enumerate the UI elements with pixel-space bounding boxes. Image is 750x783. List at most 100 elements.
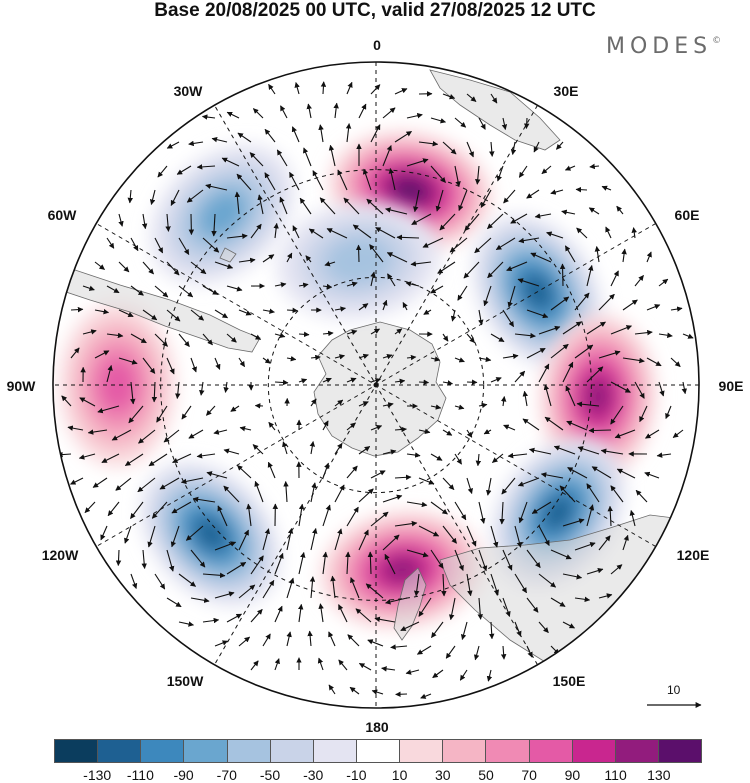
wind-vector <box>309 441 316 455</box>
wind-vector <box>437 261 456 274</box>
wind-vector <box>175 381 181 399</box>
wind-vector <box>180 477 204 485</box>
wind-vector <box>591 466 612 479</box>
wind-vector <box>305 255 312 263</box>
wind-vector <box>394 474 412 481</box>
wind-vector <box>442 429 453 436</box>
wind-vector <box>124 525 132 544</box>
wind-vector <box>564 165 576 171</box>
wind-vector <box>84 501 96 514</box>
wind-vector <box>250 223 262 239</box>
wind-vector <box>307 630 313 647</box>
wind-vector <box>178 573 196 587</box>
wind-vector <box>442 380 454 386</box>
wind-vector <box>115 477 132 491</box>
wind-vector <box>274 605 283 623</box>
wind-vector <box>101 453 120 463</box>
wind-vector <box>366 198 384 215</box>
wind-vector <box>262 254 275 263</box>
wind-vector <box>214 261 234 269</box>
wind-vector <box>382 299 388 311</box>
wind-vector <box>454 357 465 363</box>
colorbar-swatch <box>356 740 401 762</box>
wind-vector <box>622 357 645 364</box>
wind-vector <box>502 309 515 328</box>
wind-vector <box>503 189 516 204</box>
wind-vector <box>206 405 216 416</box>
wind-vector <box>538 363 550 383</box>
wind-vector <box>564 245 576 263</box>
wind-vector <box>154 285 169 298</box>
wind-vector <box>250 608 263 623</box>
wind-vector <box>514 525 523 548</box>
wind-vector <box>349 686 360 695</box>
lon-label-90w: 90W <box>6 378 36 394</box>
wind-vector <box>441 573 447 597</box>
wind-vector <box>352 224 372 239</box>
south-pole-marker <box>373 382 379 388</box>
wind-vector <box>475 453 482 467</box>
wind-vector <box>226 111 240 119</box>
anomaly-band <box>194 517 227 551</box>
wind-vector <box>550 296 570 311</box>
wind-vector <box>550 189 564 195</box>
wind-vector <box>454 117 467 128</box>
wind-vector <box>541 165 552 175</box>
wind-vector <box>334 306 346 312</box>
wind-vector <box>310 527 318 551</box>
wind-vector <box>213 429 228 435</box>
wind-vector <box>598 293 615 311</box>
wind-vector <box>574 344 594 359</box>
wind-vector <box>487 213 504 230</box>
wind-vector <box>106 332 124 339</box>
wind-vector <box>214 357 221 370</box>
wind-vector <box>324 261 336 267</box>
wind-vector <box>181 405 192 420</box>
wind-vector <box>246 503 252 527</box>
wind-vector <box>166 549 175 572</box>
wind-vector <box>466 141 474 158</box>
wind-vector <box>279 196 288 215</box>
wind-vector <box>394 131 412 143</box>
wind-vector <box>485 477 492 496</box>
wind-vector <box>214 309 229 319</box>
wind-vector <box>190 357 197 373</box>
wind-vector <box>382 494 403 503</box>
wind-vector <box>394 520 418 527</box>
colorbar-tick-label: -110 <box>126 767 154 783</box>
wind-vector <box>442 93 456 100</box>
wind-vector <box>289 171 300 191</box>
wind-vector <box>345 123 352 143</box>
wind-vector <box>264 172 276 191</box>
wind-vector <box>282 441 288 455</box>
wind-vector <box>230 405 240 412</box>
wind-vector <box>575 186 588 193</box>
wind-vector <box>576 227 588 239</box>
wind-vector <box>236 464 252 479</box>
wind-vector <box>319 197 336 215</box>
wind-vector <box>490 573 499 596</box>
wind-vector <box>610 485 624 503</box>
wind-vector <box>163 429 180 443</box>
wind-vector <box>588 427 612 434</box>
wind-vector <box>501 117 508 130</box>
wind-vector <box>333 102 339 119</box>
colorbar-swatch <box>55 740 99 762</box>
wind-vector <box>562 621 575 629</box>
wind-vector <box>61 395 72 407</box>
wind-vector <box>418 597 432 617</box>
wind-vector <box>211 213 217 237</box>
wind-vector <box>528 447 552 455</box>
wind-vector <box>250 333 262 340</box>
lon-label-60e: 60E <box>674 207 700 223</box>
wind-vector <box>423 309 432 315</box>
wind-vector <box>631 227 637 239</box>
wind-vector <box>550 549 572 560</box>
wind-vector <box>238 529 249 551</box>
wind-vector <box>236 173 252 191</box>
wind-vector <box>457 285 468 301</box>
wind-vector <box>478 309 484 326</box>
wind-vector <box>534 213 552 219</box>
wind-vector <box>381 666 396 672</box>
wind-vector <box>610 405 624 425</box>
